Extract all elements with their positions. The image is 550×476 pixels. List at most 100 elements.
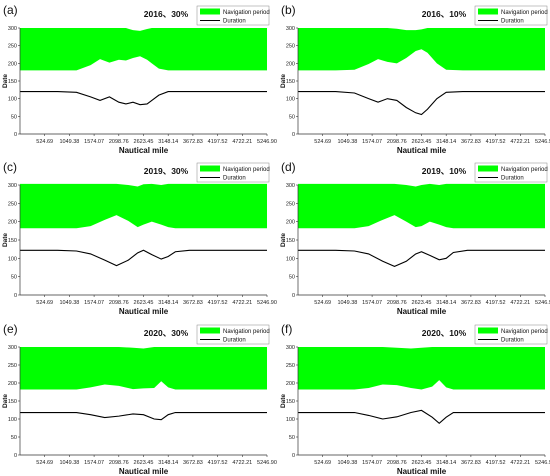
y-tick-label: 250 <box>8 44 17 50</box>
x-axis-label: Nautical mile <box>119 307 169 316</box>
y-tick-label: 150 <box>8 238 17 244</box>
y-tick-label: 150 <box>8 399 17 405</box>
panel-letter: (e) <box>3 322 18 336</box>
x-tick-label: 2098.76 <box>109 300 129 306</box>
y-axis-label: Date <box>2 233 9 247</box>
y-tick-label: 250 <box>8 363 17 369</box>
x-tick-label: 3672.83 <box>183 460 203 466</box>
y-tick-label: 250 <box>286 44 295 50</box>
x-tick-label: 524.69 <box>36 460 53 466</box>
x-tick-label: 2623.45 <box>134 300 154 306</box>
panel-letter: (b) <box>281 3 296 17</box>
y-tick-label: 250 <box>286 363 295 369</box>
panel-title: 2019、30% <box>144 166 189 176</box>
x-tick-label: 4722.21 <box>232 300 252 306</box>
y-tick-label: 200 <box>8 220 17 226</box>
legend-label-navigation: Navigation period <box>223 329 270 335</box>
y-tick-label: 50 <box>289 114 295 120</box>
x-tick-label: 1574.07 <box>362 460 382 466</box>
y-tick-label: 100 <box>8 97 17 103</box>
legend-label-duration: Duration <box>501 338 524 344</box>
y-tick-label: 0 <box>292 293 295 299</box>
y-tick-label: 0 <box>14 132 17 138</box>
panel-title: 2019、10% <box>422 166 467 176</box>
x-axis-label: Nautical mile <box>397 146 447 155</box>
x-tick-label: 1574.07 <box>84 460 104 466</box>
navigation-period-band <box>20 183 267 229</box>
legend-label-duration: Duration <box>223 338 246 344</box>
panel-title: 2016、10% <box>422 9 467 19</box>
x-tick-label: 4197.52 <box>208 460 228 466</box>
x-tick-label: 1574.07 <box>362 139 382 145</box>
y-tick-label: 300 <box>286 345 295 351</box>
x-tick-label: 3148.14 <box>158 139 178 145</box>
y-tick-label: 150 <box>8 79 17 85</box>
x-tick-label: 4197.52 <box>208 300 228 306</box>
y-tick-label: 300 <box>8 26 17 32</box>
legend-label-navigation: Navigation period <box>501 329 548 335</box>
x-tick-label: 2098.76 <box>109 139 129 145</box>
duration-line <box>20 91 267 106</box>
navigation-period-band <box>298 347 545 390</box>
y-tick-label: 100 <box>286 256 295 262</box>
panel-a: 0 50 100 150 200 250 300 524.69 1049.38 1574.07 20… <box>2 3 277 155</box>
x-tick-label: 3148.14 <box>436 300 456 306</box>
x-tick-label: 4197.52 <box>486 139 506 145</box>
x-tick-label: 1049.38 <box>337 460 357 466</box>
panel-title: 2020、10% <box>422 328 467 338</box>
y-tick-label: 100 <box>8 417 17 423</box>
legend-swatch-navigation <box>200 165 220 172</box>
y-axis-label: Date <box>2 394 9 408</box>
y-axis-label: Date <box>2 74 9 88</box>
panel-letter: (f) <box>281 322 292 336</box>
y-tick-label: 0 <box>14 293 17 299</box>
x-tick-label: 524.69 <box>314 460 331 466</box>
y-tick-label: 200 <box>286 381 295 387</box>
x-axis-label: Nautical mile <box>397 467 447 476</box>
y-tick-label: 50 <box>11 275 17 281</box>
x-tick-label: 5246.90 <box>257 300 277 306</box>
legend-label-navigation: Navigation period <box>501 167 548 173</box>
legend: Navigation period Duration <box>474 324 548 345</box>
y-tick-label: 250 <box>8 201 17 207</box>
x-tick-label: 1049.38 <box>59 139 79 145</box>
x-tick-label: 1049.38 <box>59 460 79 466</box>
panel-title: 2020、30% <box>144 328 189 338</box>
x-tick-label: 5246.90 <box>535 300 550 306</box>
legend: Navigation period Duration <box>196 162 270 183</box>
legend-label-duration: Duration <box>223 176 246 182</box>
y-tick-label: 150 <box>286 399 295 405</box>
x-tick-label: 3148.14 <box>436 139 456 145</box>
y-tick-label: 50 <box>289 435 295 441</box>
y-tick-label: 100 <box>286 97 295 103</box>
x-tick-label: 4722.21 <box>510 139 530 145</box>
x-tick-label: 1049.38 <box>337 139 357 145</box>
y-tick-label: 250 <box>286 201 295 207</box>
y-tick-label: 0 <box>14 453 17 459</box>
x-tick-label: 3148.14 <box>436 460 456 466</box>
panel-title: 2016、30% <box>144 9 189 19</box>
x-tick-label: 4722.21 <box>232 139 252 145</box>
legend-label-navigation: Navigation period <box>223 167 270 173</box>
legend-label-navigation: Navigation period <box>223 10 270 16</box>
x-tick-label: 4197.52 <box>486 300 506 306</box>
x-tick-label: 524.69 <box>36 139 53 145</box>
legend: Navigation period Duration <box>474 5 548 26</box>
x-tick-label: 3672.83 <box>461 460 481 466</box>
legend-swatch-navigation <box>200 327 220 334</box>
x-tick-label: 3672.83 <box>461 300 481 306</box>
navigation-period-band <box>298 183 545 229</box>
y-axis-label: Date <box>280 74 287 88</box>
navigation-period-band <box>298 28 545 71</box>
y-tick-label: 50 <box>11 114 17 120</box>
x-tick-label: 2098.76 <box>387 460 407 466</box>
y-tick-label: 200 <box>286 61 295 67</box>
duration-line <box>20 411 267 421</box>
x-tick-label: 524.69 <box>36 300 53 306</box>
panel-letter: (d) <box>281 160 296 174</box>
legend: Navigation period Duration <box>474 162 548 183</box>
x-tick-label: 4722.21 <box>510 460 530 466</box>
legend-swatch-navigation <box>478 8 498 15</box>
panel-c: 0 50 100 150 200 250 300 524.69 1049.38 1574.07 20… <box>2 160 277 316</box>
